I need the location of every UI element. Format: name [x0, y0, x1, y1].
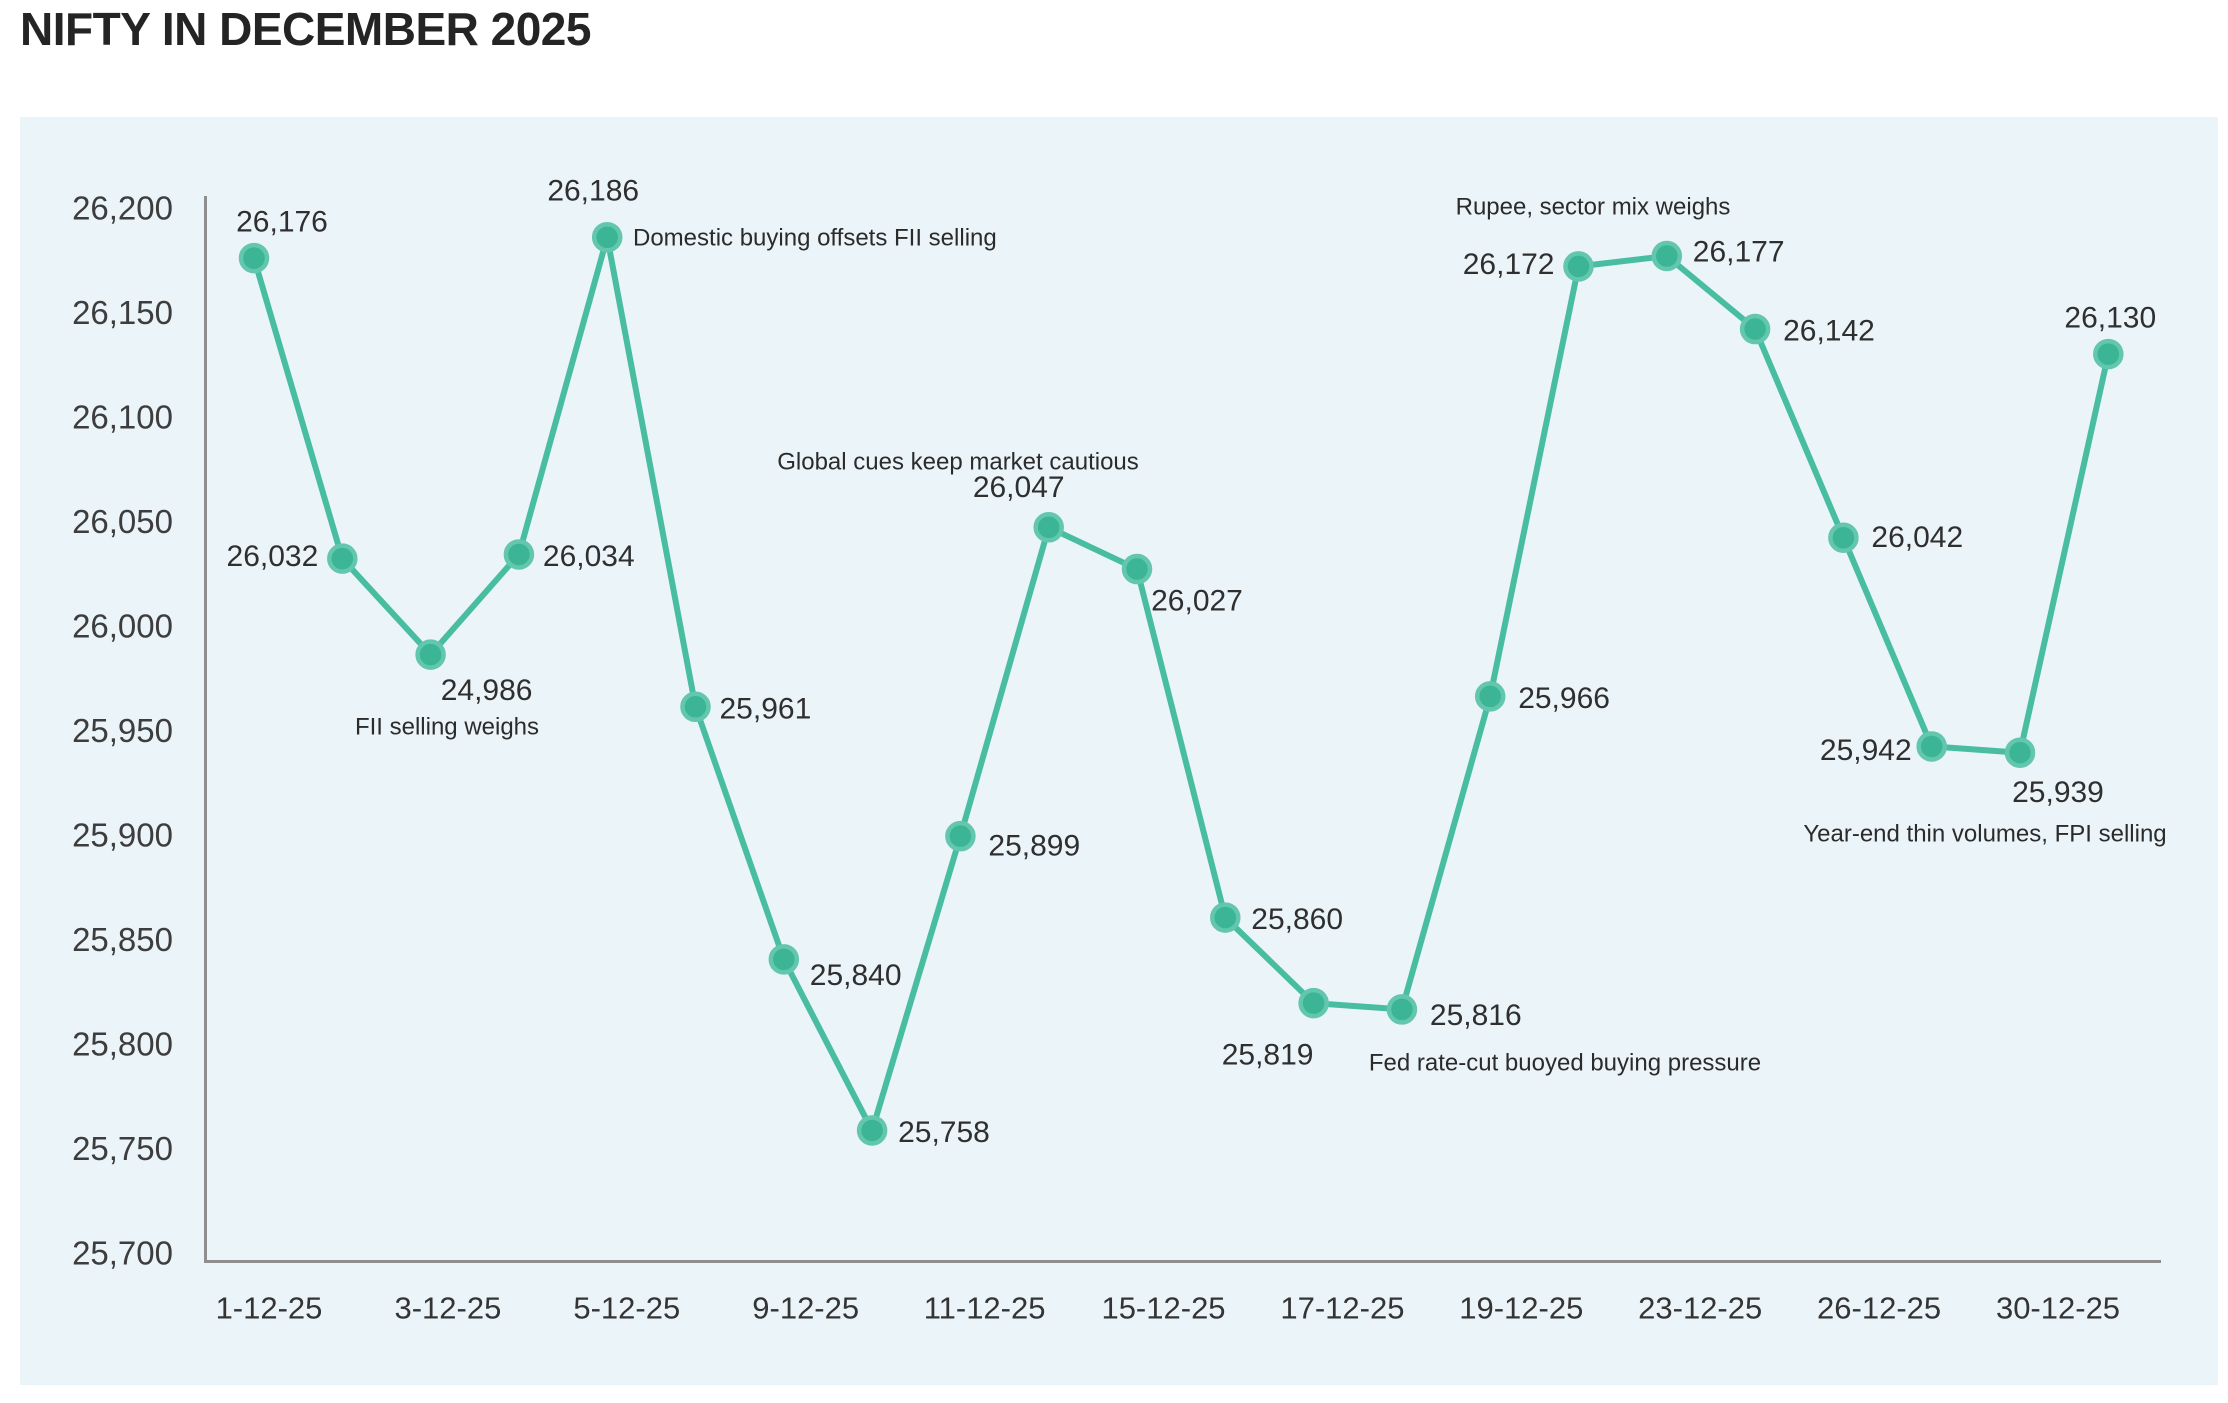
page-title: NIFTY IN DECEMBER 2025	[20, 3, 591, 55]
annotation: Rupee, sector mix weighs	[1456, 194, 1731, 221]
data-point	[503, 539, 535, 570]
data-point	[945, 820, 976, 852]
y-tick-label: 26,050	[72, 503, 173, 540]
data-point	[768, 944, 800, 975]
x-tick-label: 23-12-25	[1638, 1291, 1762, 1326]
data-point	[1651, 240, 1683, 272]
data-point	[1828, 522, 1859, 553]
data-point	[1474, 681, 1506, 712]
data-point-label: 25,819	[1222, 1039, 1314, 1072]
x-tick-label: 19-12-25	[1459, 1291, 1583, 1326]
data-point-label: 24,986	[441, 674, 533, 707]
data-point-label: 26,130	[2064, 302, 2156, 335]
data-point-label: 25,939	[2012, 776, 2104, 809]
data-point	[415, 639, 446, 670]
data-point	[1033, 512, 1064, 543]
x-tick-label: 11-12-25	[924, 1291, 1046, 1326]
annotation: Global cues keep market cautious	[777, 449, 1139, 476]
data-point-label: 25,840	[810, 959, 902, 992]
y-tick-label: 26,150	[72, 294, 173, 331]
x-tick-label: 1-12-25	[216, 1291, 323, 1326]
annotation: Fed rate-cut buoyed buying pressure	[1369, 1050, 1761, 1077]
x-tick-label: 15-12-25	[1101, 1291, 1225, 1326]
x-tick-label: 17-12-25	[1280, 1291, 1404, 1326]
price-line	[251, 234, 2112, 1134]
data-point	[2093, 338, 2124, 370]
annotation: Domestic buying offsets FII selling	[633, 225, 997, 252]
data-point	[1210, 902, 1241, 933]
x-tick-label: 5-12-25	[573, 1291, 680, 1326]
data-point	[1563, 251, 1594, 282]
data-point-label: 25,966	[1518, 682, 1610, 715]
data-point-label: 26,172	[1463, 248, 1555, 281]
data-point-label: 25,816	[1430, 999, 1522, 1032]
data-point-label: 26,047	[973, 471, 1065, 504]
data-point-label: 26,142	[1783, 315, 1875, 348]
y-tick-label: 25,700	[72, 1235, 173, 1272]
data-point-label: 26,032	[227, 540, 319, 573]
data-point-label: 25,942	[1820, 734, 1912, 767]
y-tick-label: 25,900	[72, 817, 173, 854]
data-point	[1386, 994, 1418, 1025]
x-tick-label: 9-12-25	[752, 1291, 859, 1326]
data-point-label: 26,186	[547, 175, 639, 208]
data-point-label: 26,027	[1151, 585, 1243, 618]
y-tick-label: 26,100	[72, 399, 173, 436]
data-point	[856, 1115, 888, 1146]
data-point-label: 26,042	[1871, 521, 1963, 554]
data-point-label: 25,899	[988, 830, 1080, 863]
y-tick-label: 25,750	[72, 1130, 173, 1167]
data-point	[1739, 313, 1771, 345]
data-point	[1298, 987, 1329, 1019]
data-point-label: 26,176	[236, 206, 328, 239]
data-point-label: 25,860	[1251, 903, 1343, 936]
annotation: FII selling weighs	[355, 714, 539, 741]
x-tick-label: 3-12-25	[394, 1291, 501, 1326]
data-point	[680, 691, 711, 723]
x-tick-label: 26-12-25	[1817, 1291, 1941, 1326]
data-point-label: 26,177	[1693, 236, 1785, 269]
data-point-label: 26,034	[543, 540, 635, 573]
data-point	[2004, 737, 2036, 768]
y-tick-label: 25,800	[72, 1026, 173, 1063]
y-tick-label: 26,000	[72, 608, 173, 645]
data-point-label: 25,961	[720, 692, 812, 725]
x-tick-label: 30-12-25	[1996, 1291, 2120, 1326]
y-tick-label: 25,950	[72, 712, 173, 749]
chart-panel	[20, 117, 2218, 1385]
annotation: Year-end thin volumes, FPI selling	[1803, 821, 2166, 848]
data-point	[327, 543, 358, 574]
data-point	[1121, 553, 1153, 585]
data-point	[1916, 731, 1947, 762]
y-tick-label: 26,200	[72, 190, 173, 227]
data-point	[591, 221, 623, 253]
y-tick-label: 25,850	[72, 921, 173, 958]
data-point	[238, 242, 270, 274]
data-point-label: 25,758	[898, 1116, 990, 1149]
